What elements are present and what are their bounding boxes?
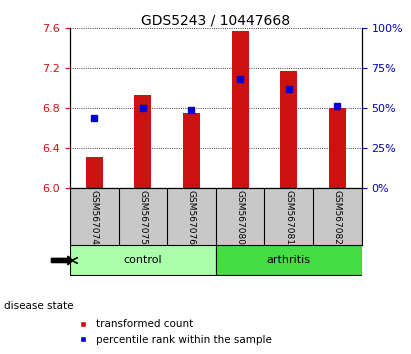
Text: GSM567074: GSM567074 xyxy=(90,189,99,244)
Text: GSM567080: GSM567080 xyxy=(236,189,245,245)
Text: disease state: disease state xyxy=(4,301,74,311)
Text: control: control xyxy=(124,256,162,266)
Bar xyxy=(134,95,151,188)
Legend: transformed count, percentile rank within the sample: transformed count, percentile rank withi… xyxy=(75,315,276,349)
Text: arthritis: arthritis xyxy=(267,256,311,266)
Text: GSM567081: GSM567081 xyxy=(284,189,293,245)
Title: GDS5243 / 10447668: GDS5243 / 10447668 xyxy=(141,13,290,27)
Bar xyxy=(231,31,249,188)
Text: GSM567076: GSM567076 xyxy=(187,189,196,245)
Text: GSM567075: GSM567075 xyxy=(139,189,147,245)
Bar xyxy=(85,157,103,188)
Bar xyxy=(329,108,346,188)
Text: GSM567082: GSM567082 xyxy=(333,189,342,244)
Bar xyxy=(216,245,362,275)
Bar xyxy=(280,71,297,188)
Bar xyxy=(70,245,216,275)
Bar xyxy=(183,113,200,188)
